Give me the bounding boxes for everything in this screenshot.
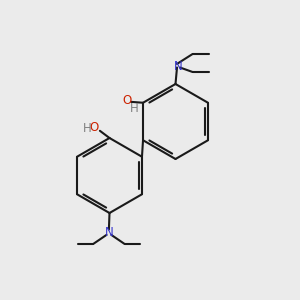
Text: O: O — [90, 121, 99, 134]
Text: N: N — [104, 226, 113, 239]
Text: O: O — [122, 94, 132, 107]
Text: N: N — [173, 59, 182, 73]
Text: H: H — [83, 122, 92, 136]
Text: H: H — [130, 102, 138, 115]
